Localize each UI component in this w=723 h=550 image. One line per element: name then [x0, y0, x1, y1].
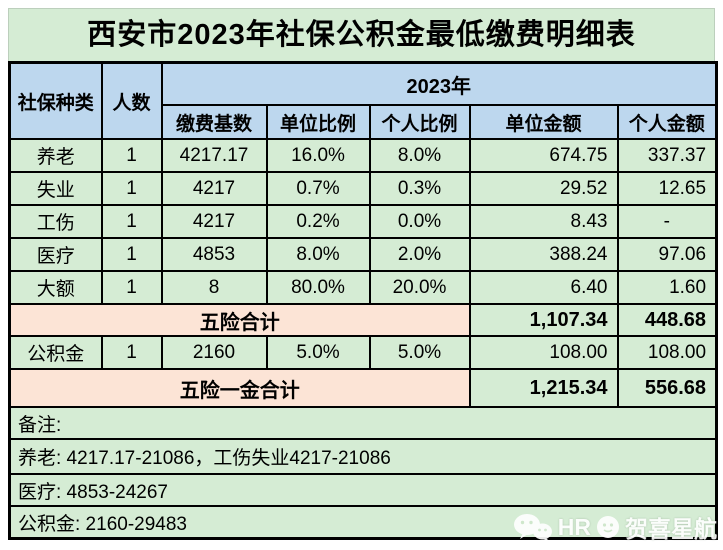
sheet-table: 西安市2023年社保公积金最低缴费明细表 社保种类 人数 2023年 缴费基数 …	[8, 8, 719, 540]
grand-total-personal-amount: 556.68	[616, 368, 718, 408]
note-row-medical-range: 医疗: 4853-24267	[8, 473, 718, 507]
cell-unit-amount: 29.52	[468, 171, 619, 206]
header-base: 缴费基数	[160, 104, 268, 140]
note-row-pension-range: 养老: 4217.17-21086，工伤失业4217-21086	[8, 438, 718, 475]
note-text: 公积金: 2160-29483	[8, 505, 718, 540]
five-total-personal-amount: 448.68	[616, 303, 718, 337]
cell-base: 8	[160, 270, 268, 305]
cell-personal-amount: 108.00	[616, 335, 718, 370]
cell-base: 4217.17	[160, 138, 268, 173]
header-unit-rate: 单位比例	[265, 104, 371, 140]
header-row-sub: 缴费基数 单位比例 个人比例 单位金额 个人金额	[10, 104, 718, 140]
cell-personal-rate: 20.0%	[368, 270, 471, 305]
table-row-medical: 医疗 1 4853 8.0% 2.0% 388.24 97.06	[8, 237, 718, 272]
cell-base: 4217	[160, 204, 268, 239]
header-insurance-type: 社保种类	[8, 61, 103, 140]
cell-headcount: 1	[100, 171, 163, 206]
header-headcount: 人数	[100, 61, 163, 140]
table-row-unemployment: 失业 1 4217 0.7% 0.3% 29.52 12.65	[8, 171, 718, 206]
cell-headcount: 1	[100, 204, 163, 239]
cell-personal-rate: 0.3%	[368, 171, 471, 206]
cell-unit-amount: 8.43	[468, 204, 619, 239]
cell-insurance-type: 医疗	[8, 237, 103, 272]
header-personal-amount: 个人金额	[616, 104, 718, 140]
cell-unit-rate: 16.0%	[265, 138, 371, 173]
header-unit-amount: 单位金额	[468, 104, 619, 140]
cell-base: 2160	[160, 335, 268, 370]
note-row-fund-range: 公积金: 2160-29483	[8, 505, 718, 540]
cell-unit-rate: 5.0%	[265, 335, 371, 370]
cell-insurance-type: 失业	[8, 171, 103, 206]
header-year: 2023年	[160, 61, 718, 106]
cell-unit-rate: 80.0%	[265, 270, 371, 305]
five-insurance-total-row: 五险合计 1,107.34 448.68	[8, 303, 718, 337]
cell-personal-rate: 8.0%	[368, 138, 471, 173]
cell-headcount: 1	[100, 237, 163, 272]
header-personal-rate: 个人比例	[368, 104, 471, 140]
grand-total-unit-amount: 1,215.34	[468, 368, 619, 408]
cell-unit-rate: 0.2%	[265, 204, 371, 239]
cell-personal-rate: 5.0%	[368, 335, 471, 370]
cell-insurance-type: 公积金	[8, 335, 103, 370]
cell-personal-rate: 0.0%	[368, 204, 471, 239]
table-row-large-amount: 大额 1 8 80.0% 20.0% 6.40 1.60	[8, 270, 718, 305]
cell-unit-amount: 674.75	[468, 138, 619, 173]
cell-insurance-type: 养老	[8, 138, 103, 173]
cell-personal-amount: 1.60	[616, 270, 718, 305]
cell-unit-amount: 388.24	[468, 237, 619, 272]
cell-headcount: 1	[100, 335, 163, 370]
insurance-table: 社保种类 人数 2023年 缴费基数 单位比例 个人比例 单位金额 个人金额 养…	[8, 61, 719, 540]
grand-total-row: 五险一金合计 1,215.34 556.68	[8, 368, 718, 408]
cell-personal-amount: 97.06	[616, 237, 718, 272]
table-row-housing-fund: 公积金 1 2160 5.0% 5.0% 108.00 108.00	[8, 335, 718, 370]
cell-headcount: 1	[100, 270, 163, 305]
cell-personal-amount: 12.65	[616, 171, 718, 206]
cell-unit-amount: 6.40	[468, 270, 619, 305]
cell-base: 4853	[160, 237, 268, 272]
page-title: 西安市2023年社保公积金最低缴费明细表	[8, 8, 715, 61]
five-total-unit-amount: 1,107.34	[468, 303, 619, 337]
cell-personal-amount: -	[616, 204, 718, 239]
header-row-year: 社保种类 人数 2023年	[8, 61, 718, 140]
cell-headcount: 1	[100, 138, 163, 173]
table-row-injury: 工伤 1 4217 0.2% 0.0% 8.43 -	[8, 204, 718, 239]
cell-unit-rate: 8.0%	[265, 237, 371, 272]
cell-personal-amount: 337.37	[616, 138, 718, 173]
cell-unit-rate: 0.7%	[265, 171, 371, 206]
cell-base: 4217	[160, 171, 268, 206]
note-header-row: 备注:	[8, 406, 718, 440]
note-label: 备注:	[8, 406, 718, 440]
cell-unit-amount: 108.00	[468, 335, 619, 370]
note-text: 养老: 4217.17-21086，工伤失业4217-21086	[8, 438, 718, 475]
five-total-label: 五险合计	[8, 303, 471, 337]
cell-personal-rate: 2.0%	[368, 237, 471, 272]
note-text: 医疗: 4853-24267	[8, 473, 718, 507]
grand-total-label: 五险一金合计	[8, 368, 471, 408]
cell-insurance-type: 工伤	[8, 204, 103, 239]
cell-insurance-type: 大额	[8, 270, 103, 305]
table-row-pension: 养老 1 4217.17 16.0% 8.0% 674.75 337.37	[8, 138, 718, 173]
